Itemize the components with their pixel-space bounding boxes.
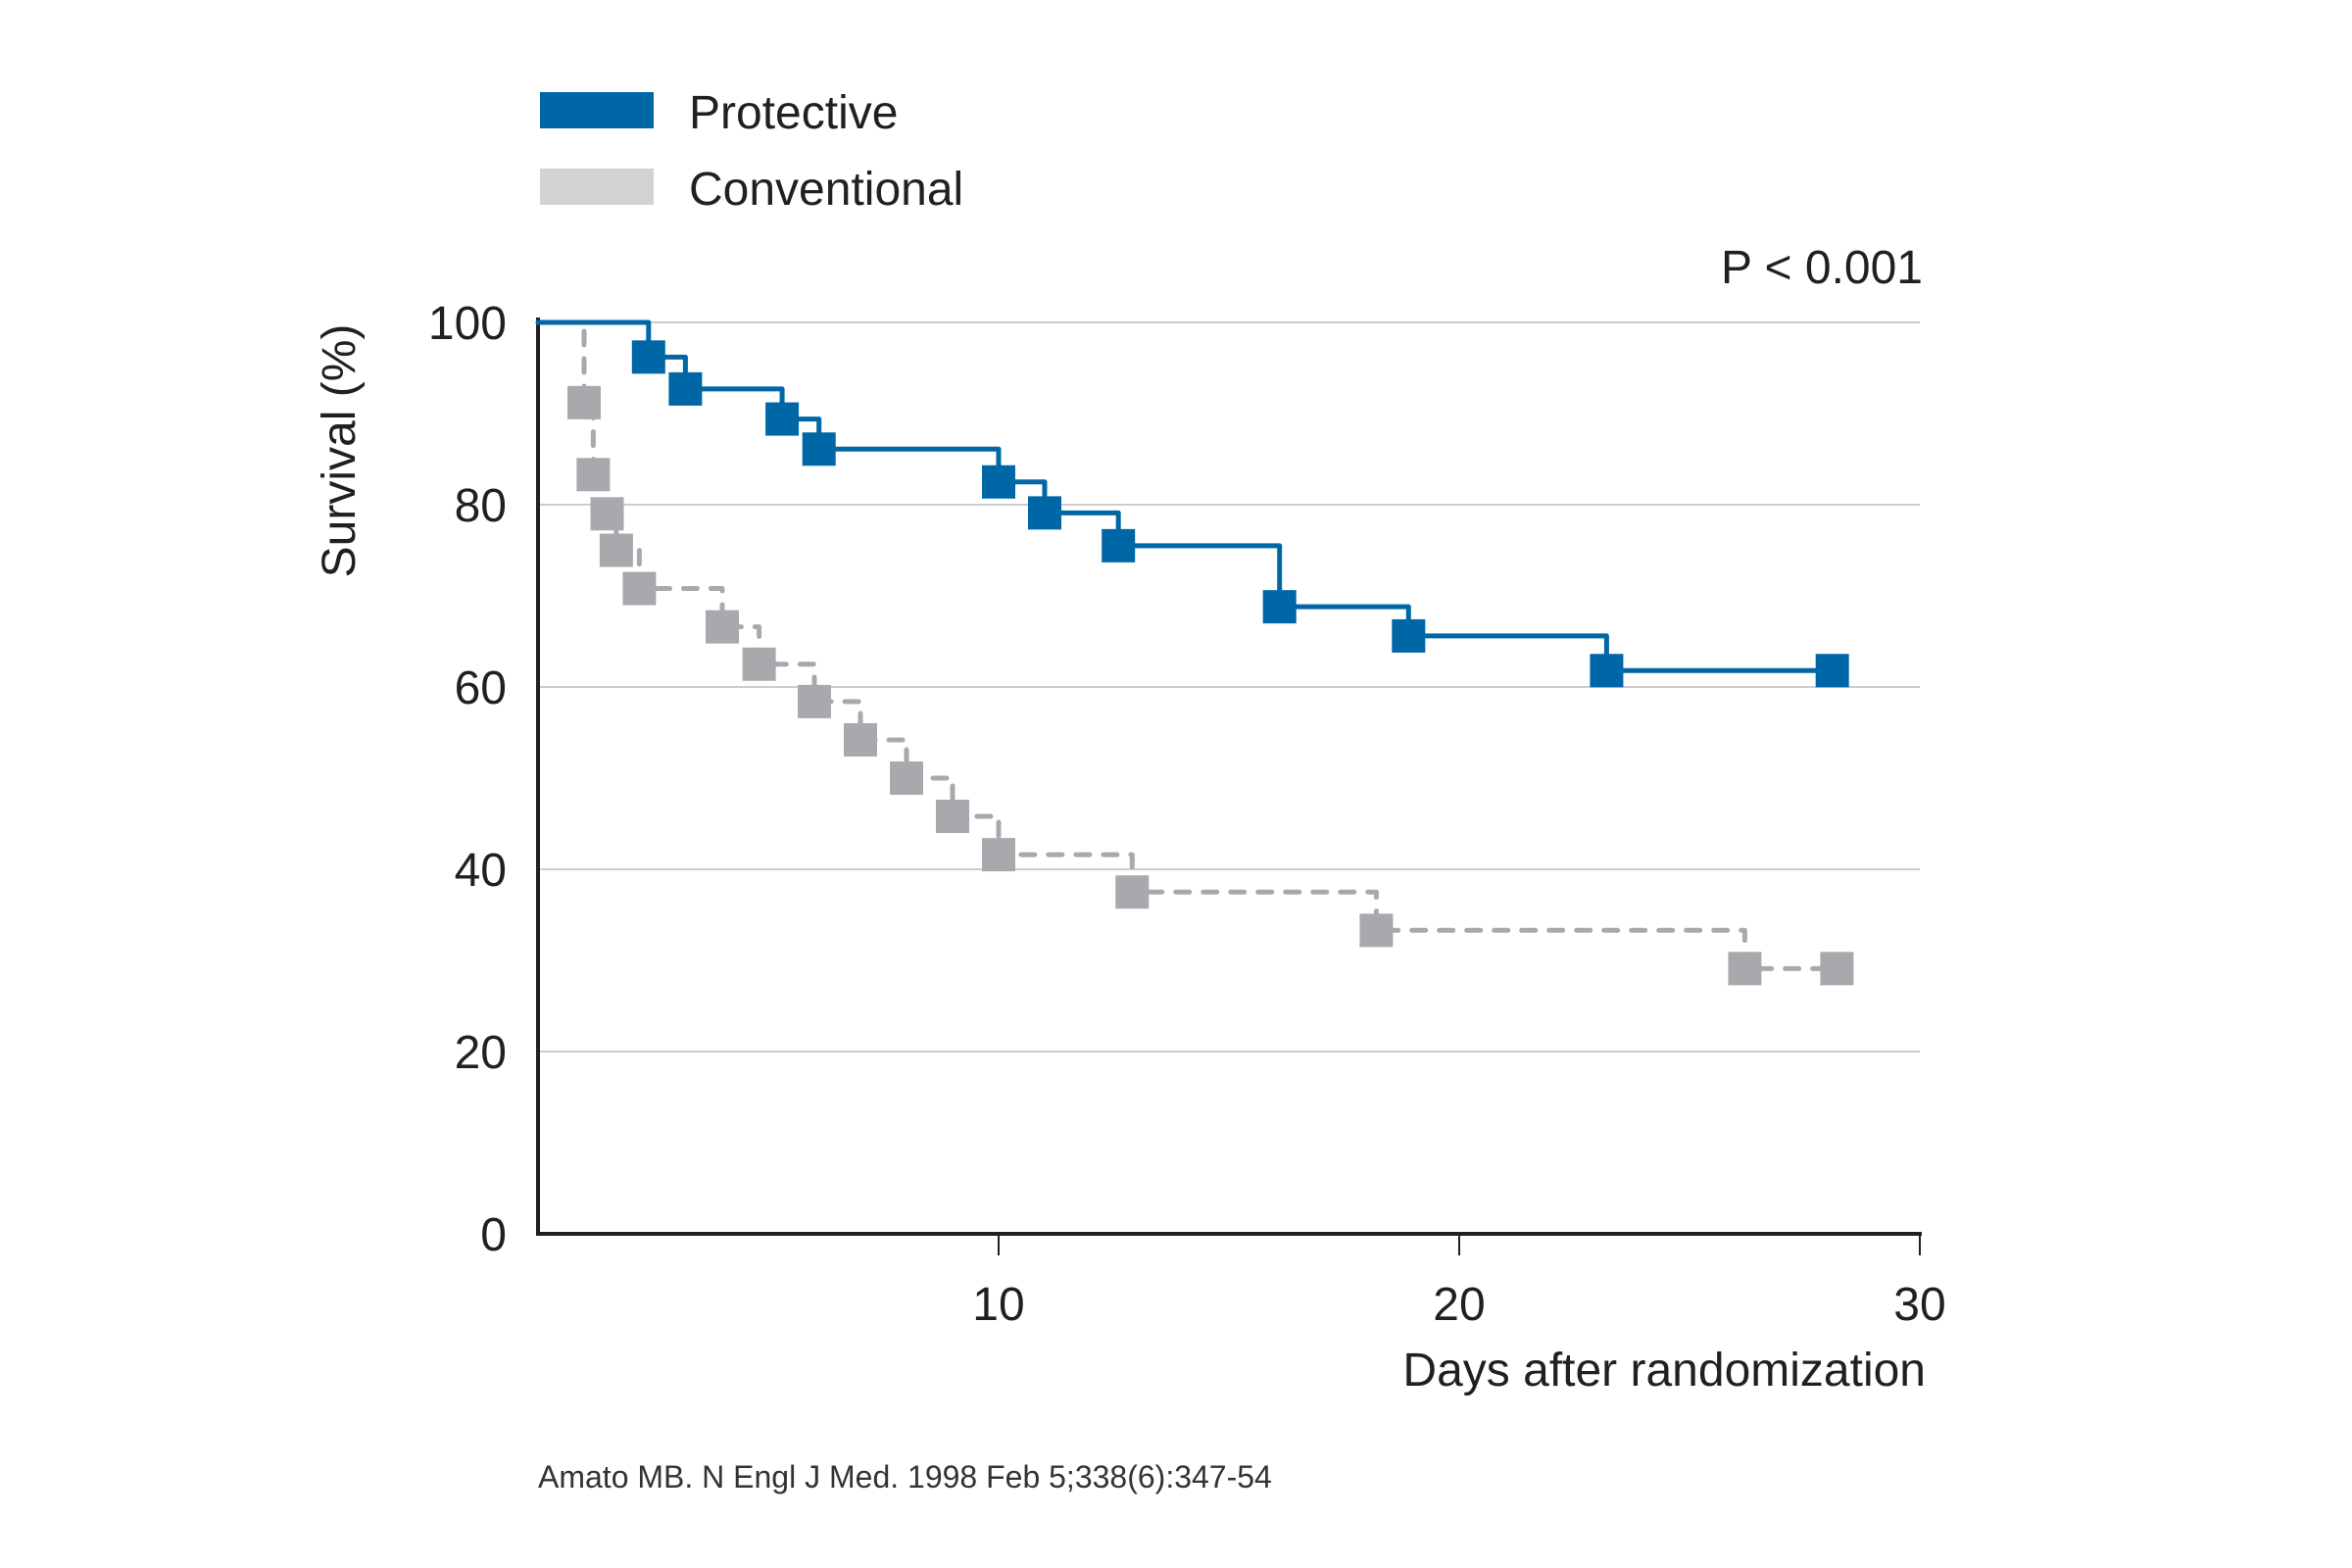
p-value-annotation: P < 0.001 xyxy=(1721,242,1923,294)
censor-marker xyxy=(982,465,1015,499)
censor-marker xyxy=(1815,654,1849,688)
x-tick-label: 20 xyxy=(1433,1279,1485,1331)
x-axis-title: Days after randomization xyxy=(1402,1345,1926,1396)
censor-marker xyxy=(1102,528,1136,563)
x-tick-label: 10 xyxy=(972,1279,1024,1331)
censor-marker xyxy=(802,432,836,466)
legend-swatch-conventional xyxy=(540,169,654,205)
censor-marker xyxy=(982,838,1015,872)
y-tick-labels: 0 20 40 60 80 100 xyxy=(428,298,507,1261)
censor-marker xyxy=(1028,496,1061,530)
censor-marker xyxy=(1115,875,1150,909)
censor-marker xyxy=(1590,654,1624,688)
censor-marker xyxy=(599,533,633,567)
series-conventional xyxy=(535,319,1854,986)
censor-marker xyxy=(742,647,776,681)
y-tick-label: 40 xyxy=(455,845,507,897)
censor-marker xyxy=(631,340,665,374)
censor-marker xyxy=(567,385,601,419)
x-tick-labels: 10 20 30 xyxy=(972,1279,1945,1331)
axes xyxy=(536,318,1922,1255)
gridlines xyxy=(538,321,1920,1053)
legend: Protective Conventional xyxy=(540,87,963,216)
legend-label-protective: Protective xyxy=(689,87,898,139)
x-tick-label: 30 xyxy=(1893,1279,1945,1331)
censor-marker xyxy=(1820,952,1854,986)
censor-marker xyxy=(844,722,877,757)
legend-swatch-protective xyxy=(540,92,654,128)
legend-label-conventional: Conventional xyxy=(689,164,963,216)
y-tick-label: 0 xyxy=(480,1209,507,1261)
y-tick-label: 60 xyxy=(455,662,507,714)
censor-marker xyxy=(890,761,923,795)
censor-marker xyxy=(622,571,657,606)
citation: Amato MB. N Engl J Med. 1998 Feb 5;338(6… xyxy=(538,1459,1272,1494)
censor-marker xyxy=(1392,618,1426,653)
censor-marker xyxy=(765,402,800,436)
survival-curve xyxy=(535,319,1839,971)
series-protective xyxy=(535,319,1849,688)
censor-marker xyxy=(706,610,739,644)
y-tick-label: 80 xyxy=(455,480,507,532)
censor-marker xyxy=(1262,590,1297,624)
censor-marker xyxy=(668,371,703,406)
y-tick-label: 100 xyxy=(428,298,507,350)
censor-marker xyxy=(1728,952,1762,986)
censor-marker xyxy=(576,458,611,492)
censor-marker xyxy=(1359,913,1394,948)
y-axis-title: Survival (%) xyxy=(314,324,366,578)
censor-marker xyxy=(936,800,969,834)
censor-marker xyxy=(798,684,831,718)
censor-marker xyxy=(590,497,624,531)
y-tick-label: 20 xyxy=(455,1027,507,1079)
